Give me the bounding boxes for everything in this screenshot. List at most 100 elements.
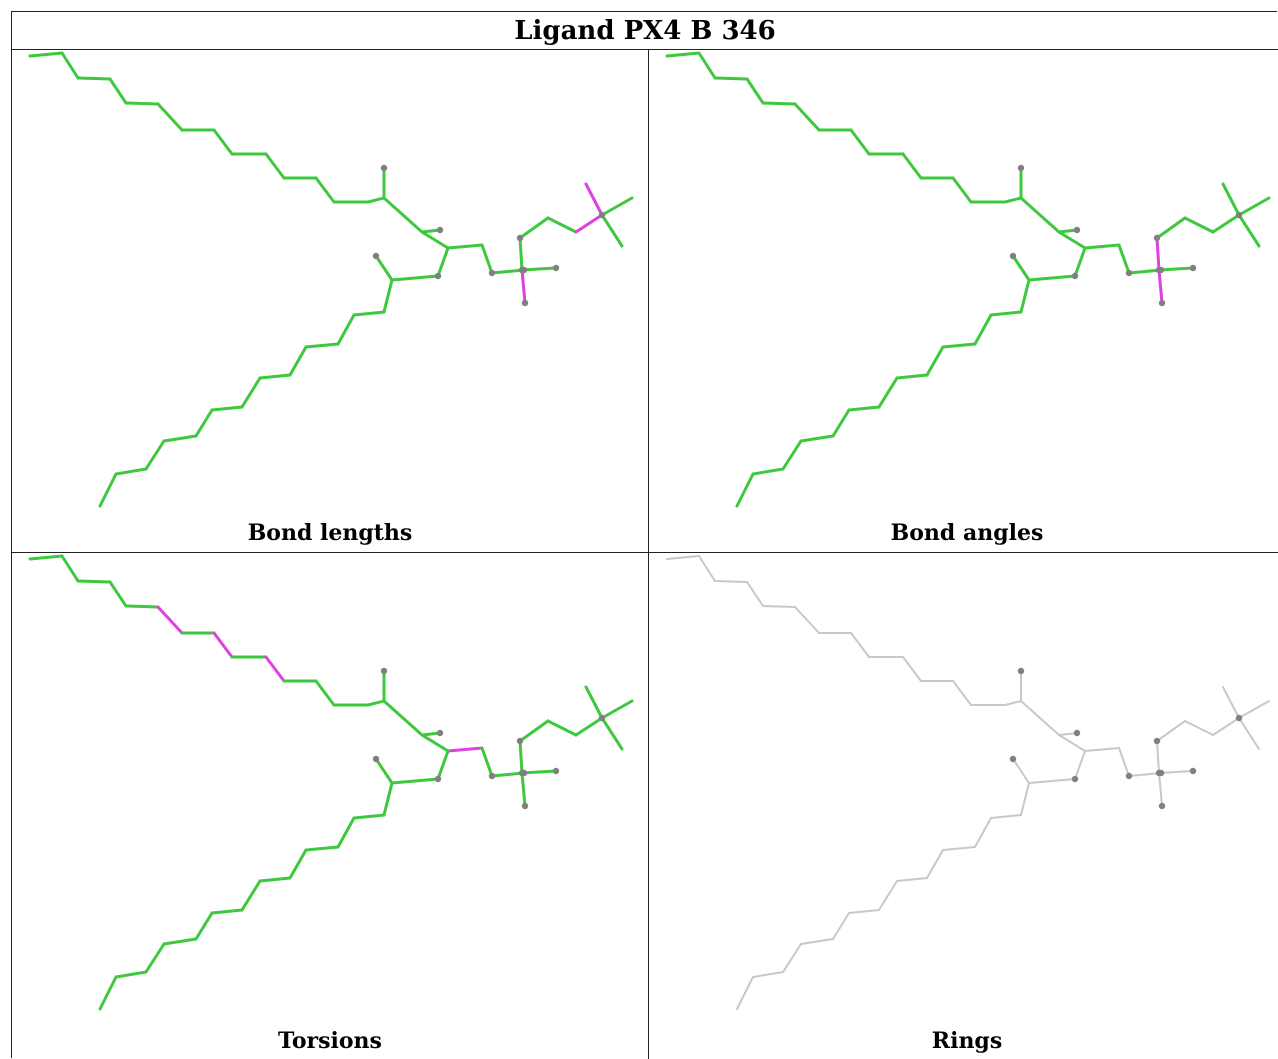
bond-3-4: [745, 77, 765, 105]
bond-16-17: [114, 467, 148, 476]
bond-11-12: [951, 176, 973, 204]
bond-32-33: [490, 771, 526, 778]
bond-52-54: [1158, 770, 1194, 774]
bond-28-45: [1012, 758, 1030, 784]
panel-bond-lengths: Bond lengths: [12, 50, 648, 556]
atom-56: [516, 737, 524, 745]
molecule-bond-angles: [665, 51, 1271, 508]
atom-45: [372, 755, 380, 763]
atom-56: [516, 234, 524, 242]
bond-21-22: [240, 879, 262, 912]
bond-52-56: [518, 236, 524, 272]
bond-62-66: [600, 213, 624, 248]
atom-44: [436, 729, 444, 737]
bond-60-61: [546, 719, 578, 737]
atom-62: [598, 211, 606, 219]
atom-52: [518, 769, 526, 777]
bond-14-43: [382, 196, 424, 234]
bond-11-12: [314, 679, 336, 707]
bond-22-23: [895, 373, 929, 380]
bond-22-23: [258, 876, 292, 883]
atom-52: [1155, 266, 1163, 274]
bond-13-14: [366, 699, 386, 707]
atom-44: [1073, 729, 1081, 737]
bond-29-30: [436, 246, 450, 278]
bond-60-61: [1183, 216, 1215, 234]
bond-30-31: [1084, 747, 1120, 752]
atom-53: [521, 802, 529, 810]
atom-56: [1153, 234, 1161, 242]
bond-25-26: [336, 313, 356, 346]
bond-9-10: [901, 152, 923, 180]
bond-13-14: [1003, 196, 1023, 204]
bond-52-53: [520, 771, 527, 808]
bond-23-24: [288, 848, 308, 880]
bond-62-66: [600, 716, 624, 751]
caption-bond-lengths: Bond lengths: [247, 520, 413, 546]
bond-18-19: [800, 938, 834, 945]
caption-torsions: Torsions: [278, 1028, 382, 1054]
bond-20-21: [847, 405, 881, 412]
bond-25-26: [336, 816, 356, 849]
bond-60-61: [1184, 720, 1214, 736]
bond-15-16: [736, 976, 754, 1010]
atom-41: [1017, 164, 1025, 172]
divider-vertical: [648, 49, 649, 1059]
bond-18-19: [162, 937, 198, 946]
atom-54: [1189, 264, 1197, 272]
bond-17-18: [144, 942, 166, 974]
bond-61-62: [574, 716, 604, 737]
bond-62-65: [600, 196, 634, 217]
bond-24-25: [304, 845, 340, 852]
atom-56: [1153, 737, 1161, 745]
bond-16-17: [114, 970, 148, 979]
bond-18-19: [799, 434, 835, 443]
bond-28-29: [390, 777, 440, 785]
bond-21-22: [877, 376, 899, 409]
bond-4-5: [762, 605, 796, 608]
atom-45: [372, 252, 380, 260]
atom-54: [1189, 767, 1197, 775]
bond-28-45: [374, 757, 394, 785]
bond-9-10: [902, 656, 922, 682]
atom-32: [488, 772, 496, 780]
bond-0-1: [28, 554, 64, 561]
bond-29-30: [1073, 246, 1087, 278]
bond-26-27: [352, 813, 386, 820]
bond-4-5: [124, 604, 160, 609]
bond-56-60: [1155, 216, 1187, 240]
bond-28-29: [1027, 274, 1077, 282]
bond-52-53: [520, 268, 527, 305]
bond-30-43: [420, 733, 450, 753]
bond-32-33: [1127, 268, 1163, 275]
bond-27-28: [382, 781, 394, 817]
atom-29: [1071, 272, 1079, 280]
bond-0-1: [666, 555, 700, 560]
atom-54: [552, 264, 560, 272]
bond-28-45: [1011, 254, 1031, 282]
atom-62: [598, 714, 606, 722]
bond-60-61: [546, 216, 578, 234]
bond-30-31: [1083, 243, 1121, 250]
bond-22-23: [896, 877, 928, 882]
bond-23-24: [926, 849, 944, 879]
bond-31-32: [480, 746, 494, 778]
atom-44: [1073, 226, 1081, 234]
atom-41: [380, 667, 388, 675]
bond-18-19: [162, 434, 198, 443]
bond-61-62: [1211, 213, 1241, 234]
bond-56-60: [518, 719, 550, 743]
bond-15-16: [98, 472, 118, 508]
bond-24-25: [304, 342, 340, 349]
bond-29-30: [436, 749, 450, 781]
bond-19-20: [194, 911, 214, 941]
bond-31-32: [1117, 243, 1131, 275]
atom-62: [1235, 211, 1243, 219]
bond-52-54: [520, 769, 558, 775]
atom-52: [518, 266, 526, 274]
bond-31-32: [480, 243, 494, 275]
bond-1-2: [60, 51, 80, 80]
bond-21-22: [240, 376, 262, 409]
bond-62-63: [584, 182, 604, 217]
bond-14-43: [1019, 196, 1061, 234]
